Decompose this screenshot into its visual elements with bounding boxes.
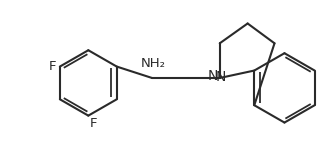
Text: NH₂: NH₂ bbox=[141, 57, 166, 70]
Text: F: F bbox=[90, 117, 98, 130]
Text: N: N bbox=[208, 69, 218, 84]
Text: N: N bbox=[215, 70, 226, 84]
Text: F: F bbox=[49, 60, 57, 73]
